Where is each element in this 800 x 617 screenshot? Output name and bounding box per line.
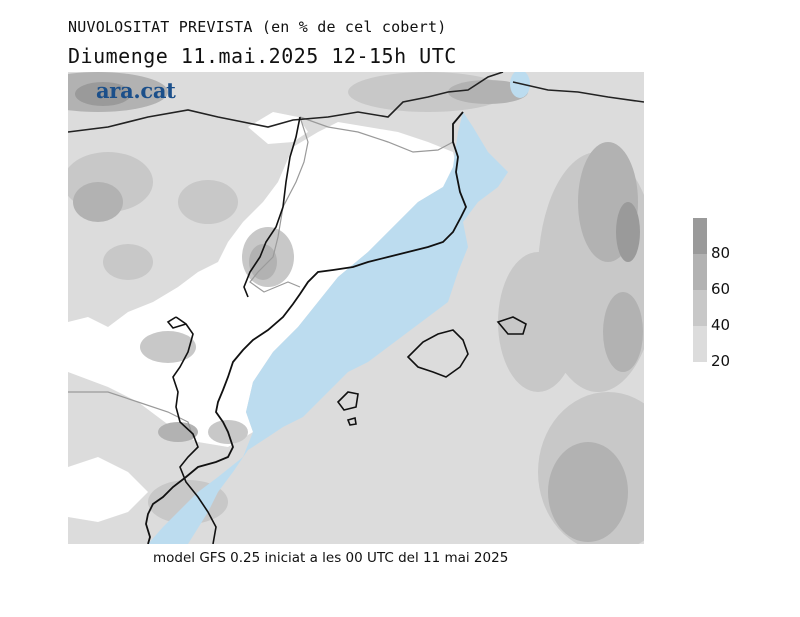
map-subtitle: Diumenge 11.mai.2025 12-15h UTC <box>68 44 457 68</box>
model-info-footer: model GFS 0.25 iniciat a les 00 UTC del … <box>153 550 509 566</box>
cloud-cover-legend: 80 60 40 20 <box>693 218 753 370</box>
cloud-cover-map <box>68 72 644 544</box>
country-border <box>68 72 504 133</box>
catalonia-border <box>243 116 301 298</box>
legend-swatch-80 <box>693 218 707 254</box>
legend-label-60: 60 <box>711 280 731 298</box>
ibiza-island <box>336 391 359 411</box>
regional-borders <box>68 116 454 438</box>
formentera-island <box>346 416 357 426</box>
coastline-mainland <box>145 111 467 544</box>
legend-label-80: 80 <box>711 244 731 262</box>
map-title: NUVOLOSITAT PREVISTA (en % de cel cobert… <box>68 18 447 36</box>
ara-cat-logo: ara.cat <box>96 78 176 103</box>
menorca-island <box>496 316 527 335</box>
cloud-patches-80 <box>75 82 640 262</box>
sea-clear-area-north <box>510 72 530 98</box>
mallorca-island <box>406 329 469 378</box>
legend-swatch-20 <box>693 326 707 362</box>
clear-area-south <box>68 457 148 522</box>
cuenca-border <box>166 316 187 329</box>
legend-swatch-60 <box>693 254 707 290</box>
country-border-east <box>512 81 644 103</box>
sea-clear-area <box>148 112 508 544</box>
valencia-border <box>172 316 217 544</box>
legend-swatch-40 <box>693 290 707 326</box>
legend-label-40: 40 <box>711 316 731 334</box>
legend-label-20: 20 <box>711 352 731 370</box>
